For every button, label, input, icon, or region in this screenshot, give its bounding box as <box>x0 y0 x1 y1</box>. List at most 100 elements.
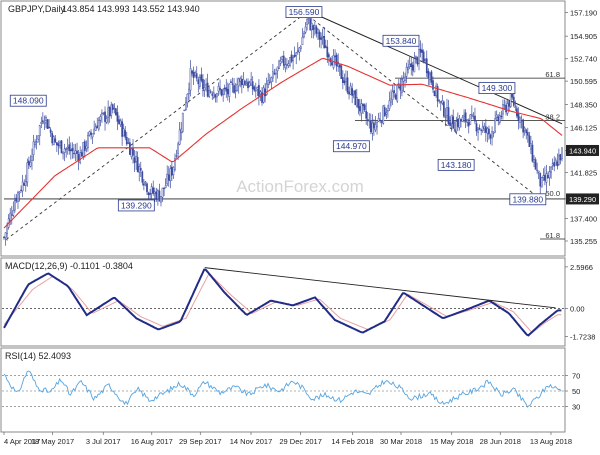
candle-body <box>429 73 431 81</box>
candle-body <box>536 169 538 172</box>
candle-body <box>17 191 19 202</box>
level-label-text: 139.290 <box>121 200 152 210</box>
candle-body <box>90 132 92 135</box>
candle-body <box>143 183 145 186</box>
candle-body <box>298 47 301 53</box>
macd-tick-label: 0.00 <box>570 305 585 314</box>
candle-body <box>282 55 285 66</box>
candle-body <box>253 86 256 91</box>
candle-body <box>37 135 40 140</box>
candle-body <box>444 116 447 118</box>
candle-body <box>217 85 220 92</box>
candle-body <box>278 60 280 69</box>
candle-body <box>122 128 125 137</box>
level-label-box <box>117 199 155 212</box>
candle-body <box>146 183 148 193</box>
candle-body <box>396 84 399 102</box>
candle-body <box>57 143 60 147</box>
candle-body <box>466 119 469 123</box>
candle-body <box>349 85 352 95</box>
candle-body <box>408 64 411 68</box>
candle-body <box>138 166 141 173</box>
candle-body <box>290 54 293 62</box>
candle-body <box>497 116 500 121</box>
candle-body <box>96 125 99 129</box>
candle-body <box>174 158 176 170</box>
candle-body <box>10 214 13 217</box>
price-tick-label: 137.400 <box>570 215 597 224</box>
candle-body <box>453 129 456 131</box>
candle-body <box>38 125 41 137</box>
candle-body <box>102 112 105 115</box>
candle-body <box>233 85 235 93</box>
candle-body <box>542 175 545 178</box>
candle-body <box>498 115 501 123</box>
falling-dashed-trendline <box>303 11 534 194</box>
candle-body <box>247 81 249 89</box>
candle-body <box>519 117 521 123</box>
candle-body <box>51 132 54 144</box>
candle-body <box>209 91 212 93</box>
candle-body <box>155 191 158 201</box>
candle-body <box>34 141 36 145</box>
candle-body <box>172 166 175 175</box>
candle-body <box>32 141 35 156</box>
candle-body <box>23 183 26 186</box>
candle-body <box>71 148 74 152</box>
candle-body <box>438 100 441 102</box>
candle-body <box>251 81 254 90</box>
rising-dashed-trendline <box>5 13 305 240</box>
candle-body <box>35 141 38 143</box>
candle-body <box>211 93 214 96</box>
price-tick-label: 154.905 <box>570 32 597 41</box>
rsi-panel-title: RSI(14) 52.4093 <box>5 351 71 361</box>
candle-body <box>236 83 238 91</box>
candle-body <box>273 72 276 75</box>
candle-body <box>9 212 12 221</box>
candle-body <box>248 82 251 87</box>
candle-body <box>561 147 563 159</box>
candle-body <box>276 66 279 72</box>
candle-body <box>404 76 406 81</box>
candle-body <box>425 58 428 74</box>
candle-body <box>315 26 318 34</box>
candle-body <box>43 122 46 124</box>
candle-body <box>4 232 7 238</box>
candle-body <box>366 118 369 121</box>
candle-body <box>433 90 436 97</box>
candle-body <box>537 170 540 173</box>
candle-body <box>492 131 495 134</box>
fib-label: 50.0 <box>545 189 560 198</box>
candle-body <box>506 103 509 114</box>
candle-body <box>82 142 85 157</box>
candle-body <box>208 90 211 97</box>
macd-tick-label: -1.7238 <box>570 332 595 341</box>
candle-body <box>526 132 529 136</box>
candle-body <box>130 148 133 157</box>
candle-body <box>418 49 420 64</box>
candle-body <box>55 142 58 146</box>
candle-body <box>230 81 232 83</box>
macd-panel-frame <box>0 257 566 347</box>
candle-body <box>397 83 400 85</box>
candle-body <box>534 159 537 170</box>
candle-body <box>94 126 97 131</box>
candle-body <box>551 163 554 166</box>
candle-body <box>415 55 417 58</box>
candle-body <box>166 173 169 185</box>
candle-body <box>328 54 330 58</box>
candle-body <box>436 86 439 102</box>
candle-body <box>410 63 413 67</box>
candle-body <box>369 120 372 132</box>
candle-body <box>337 62 340 67</box>
price-tick-label: 157.190 <box>570 8 597 17</box>
x-axis-label: 16 Aug 2017 <box>131 437 173 446</box>
candle-body <box>424 59 427 61</box>
candle-body <box>197 79 200 85</box>
candle-body <box>447 107 450 125</box>
level-label-box <box>332 140 370 153</box>
candle-body <box>147 192 150 196</box>
candle-body <box>528 135 531 147</box>
candle-body <box>135 155 137 162</box>
